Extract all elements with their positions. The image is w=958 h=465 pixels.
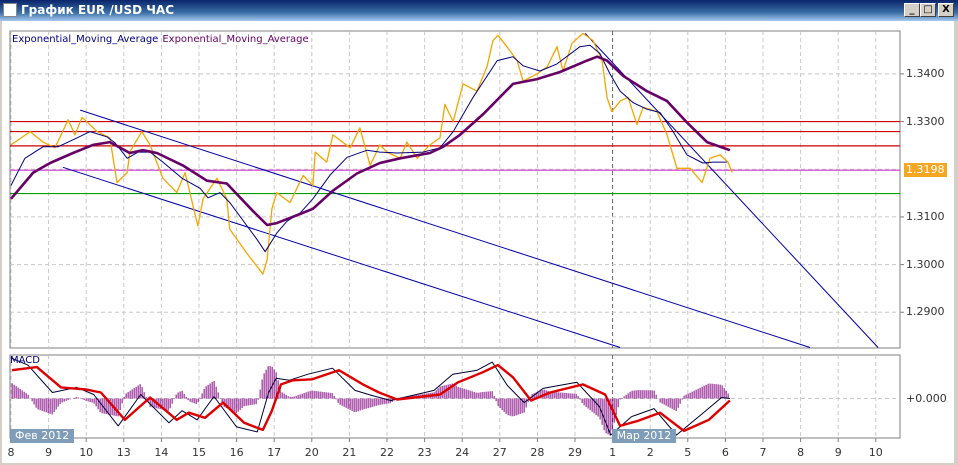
macd-macd-line: [10, 357, 730, 436]
x-tick-label: 7: [759, 446, 767, 459]
legend-ema-slow: Exponential_Moving_Average: [162, 34, 309, 45]
x-tick-label: 8: [7, 446, 15, 459]
x-tick-label: 2: [646, 446, 654, 459]
x-tick-label: 24: [455, 446, 470, 459]
x-tick-label: 1: [609, 446, 617, 459]
y-tick-label: 1.3000: [906, 257, 945, 271]
macd-panel-frame: [9, 354, 901, 439]
window-titlebar[interactable]: График EUR /USD ЧАС _ □ X: [0, 0, 958, 21]
x-tick-label: 21: [342, 446, 357, 459]
x-tick-label: 10: [79, 446, 94, 459]
x-tick-label: 6: [721, 446, 729, 459]
minimize-button[interactable]: _: [904, 3, 920, 17]
month-tag: Фев 2012: [10, 429, 75, 443]
x-tick-label: 9: [45, 446, 53, 459]
close-button[interactable]: X: [938, 3, 954, 17]
x-tick-label: 20: [304, 446, 319, 459]
x-tick-label: 17: [267, 446, 282, 459]
x-tick-label: 23: [417, 446, 432, 459]
month-tag: Мар 2012: [611, 429, 677, 443]
x-tick-label: 16: [229, 446, 244, 459]
x-tick-label: 27: [492, 446, 507, 459]
chart-icon: [3, 3, 17, 17]
x-tick-label: 15: [192, 446, 206, 459]
maximize-button[interactable]: □: [920, 3, 936, 17]
window-title: График EUR /USD ЧАС: [21, 3, 175, 17]
ema_fast-series: [10, 44, 727, 253]
x-tick-label: 10: [868, 446, 883, 459]
trend-line: [584, 33, 879, 348]
x-tick-label: 14: [154, 446, 169, 459]
macd-panel-title: MACD: [10, 355, 40, 366]
indicator-legend: Exponential_Moving_Average Exponential_Mo…: [12, 34, 313, 45]
macd-signal-line: [11, 363, 731, 433]
x-tick-label: 28: [530, 446, 545, 459]
current-price-tag: 1.3198: [904, 163, 947, 178]
ema_slow-series: [10, 55, 731, 227]
x-tick-label: 9: [834, 446, 842, 459]
y-tick-label: 1.3100: [906, 209, 945, 223]
y-tick-label: 1.2900: [906, 305, 945, 319]
x-tick-label: 5: [684, 446, 692, 459]
trend-line: [62, 166, 621, 348]
x-tick-label: 13: [116, 446, 131, 459]
price-panel-frame: [9, 30, 901, 349]
trend-line: [80, 109, 811, 348]
y-tick-label: 1.3300: [906, 114, 945, 128]
price-series: [10, 32, 733, 275]
y-tick-label: 1.3400: [906, 66, 945, 80]
x-tick-label: 22: [380, 446, 394, 459]
x-tick-label: 8: [797, 446, 805, 459]
macd-zero-label: +0.000: [906, 391, 947, 405]
x-tick-label: 29: [568, 446, 582, 459]
legend-ema-fast: Exponential_Moving_Average: [12, 34, 159, 45]
